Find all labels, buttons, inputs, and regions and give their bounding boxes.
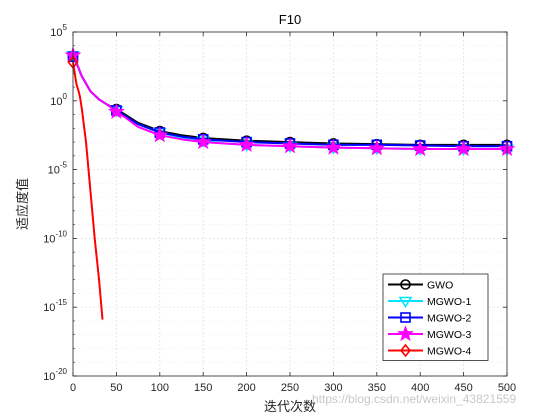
data-point-mgwo-3 (194, 133, 212, 150)
data-point-mgwo-3 (455, 140, 472, 157)
x-tick-label: 500 (498, 382, 516, 394)
legend-label: MGWO-4 (427, 346, 471, 358)
legend-marker (399, 343, 412, 358)
data-point-mgwo-3 (411, 140, 429, 157)
legend-label: GWO (427, 280, 453, 292)
y-tick-label: 10-15 (43, 298, 67, 314)
x-tick-label: 0 (70, 382, 76, 394)
data-point-mgwo-3 (325, 138, 342, 155)
legend-label: MGWO-2 (427, 313, 471, 325)
data-point-mgwo-3 (368, 139, 386, 156)
data-point-mgwo-3 (151, 126, 169, 143)
y-tick-label: 10-10 (43, 229, 67, 245)
legend-item-gwo: GWO (388, 279, 453, 292)
legend-marker (400, 279, 411, 290)
y-axis-label: 适应度值 (15, 178, 31, 230)
y-axis: 105 100 10-5 10-10 10-15 10-20 (43, 23, 507, 383)
x-axis-label: 迭代次数 (264, 399, 316, 415)
legend-item-mgwo-2: MGWO-2 (388, 312, 471, 325)
x-tick-label: 450 (454, 382, 472, 394)
y-tick-label: 105 (50, 23, 67, 39)
data-point-mgwo-3 (238, 136, 255, 152)
legend-item-mgwo-4: MGWO-4 (388, 343, 471, 358)
legend-marker (398, 296, 413, 309)
x-tick-label: 100 (151, 382, 169, 394)
data-point-mgwo-3 (281, 137, 299, 154)
y-tick-label: 10-5 (48, 161, 68, 177)
x-tick-label: 150 (194, 382, 212, 394)
watermark-text: https://blog.csdn.net/weixin_43821559 (312, 392, 517, 406)
legend-label: MGWO-3 (427, 329, 471, 341)
legend: GWO MGWO-1 MGWO-2 MGWO-3 MGWO-4 (382, 273, 489, 361)
x-tick-label: 400 (411, 382, 429, 394)
legend-label: MGWO-1 (427, 296, 471, 308)
x-tick-label: 250 (281, 382, 299, 394)
legend-marker (400, 312, 411, 323)
series-layer (64, 46, 516, 320)
data-point-mgwo-3 (108, 103, 125, 119)
x-tick-label: 200 (237, 382, 255, 394)
x-tick-label: 50 (110, 382, 122, 394)
y-tick-label: 10-20 (43, 367, 67, 383)
x-axis: 0 50 100 150 200 250 300 350 400 450 500 (70, 32, 516, 394)
x-tick-label: 300 (324, 382, 342, 394)
chart-title: F10 (279, 12, 301, 27)
legend-item-mgwo-3: MGWO-3 (388, 325, 471, 342)
legend-marker (397, 325, 414, 342)
series-line-mgwo-3 (72, 54, 507, 150)
legend-item-mgwo-1: MGWO-1 (388, 296, 471, 309)
x-tick-label: 350 (368, 382, 386, 394)
y-tick-label: 100 (50, 92, 67, 108)
series-line-mgwo-4 (72, 62, 104, 320)
